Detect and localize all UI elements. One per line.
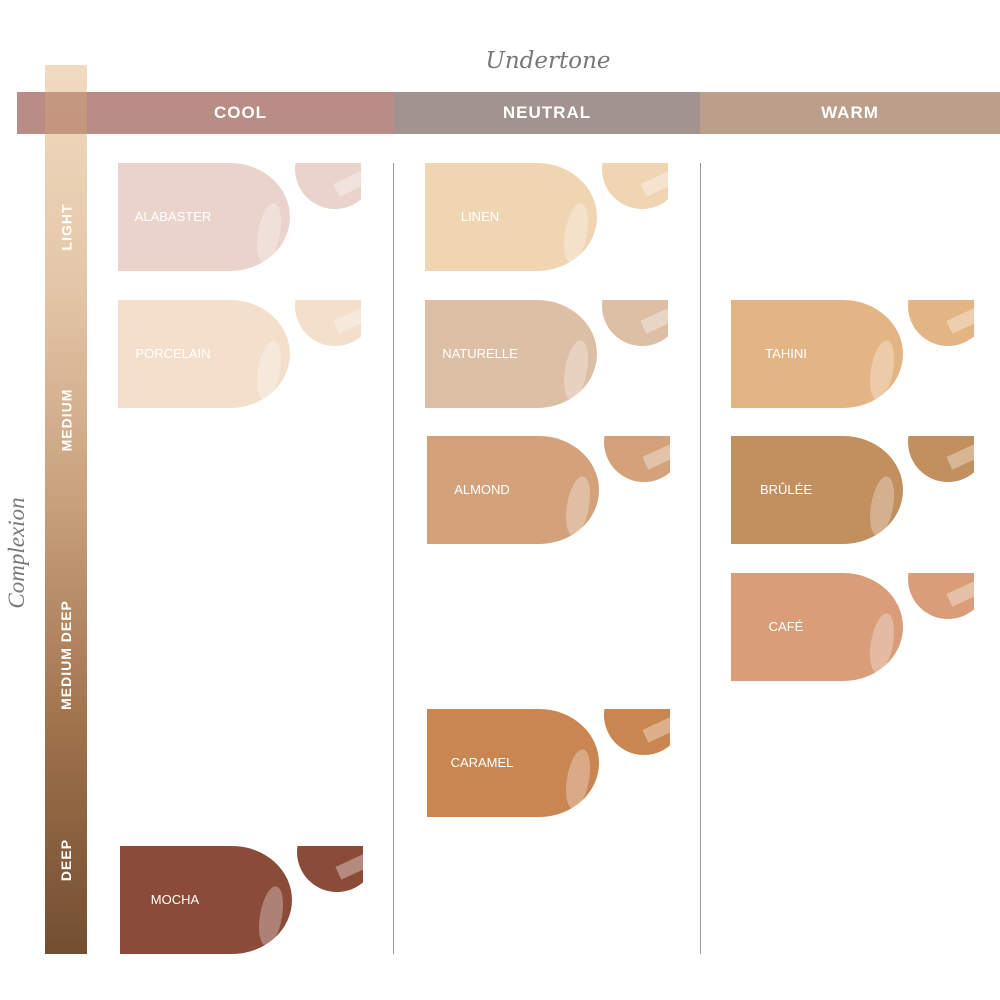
shade-swatch: ALMOND (427, 436, 672, 544)
swatch-smear (731, 573, 903, 681)
shade-swatch: ALABASTER (118, 163, 363, 271)
swatch-highlight (559, 201, 593, 265)
swatch-highlight (559, 338, 593, 402)
column-divider (393, 163, 394, 954)
shade-name: CARAMEL (450, 755, 514, 770)
shade-name: TAHINI (765, 346, 807, 361)
axis-overlap (45, 92, 87, 134)
swatch-smear (427, 436, 599, 544)
shade-name: PORCELAIN (135, 346, 211, 361)
swatch-drop-circle (295, 300, 361, 346)
shade-swatch: CAFÉ (731, 573, 976, 681)
shade-name: ALMOND (454, 482, 510, 497)
swatch-drop-circle (908, 300, 974, 346)
header-label: COOL (213, 103, 268, 122)
swatch-drop-circle (604, 436, 670, 482)
swatch-highlight (252, 338, 286, 402)
shade-name: LINEN (460, 209, 500, 224)
swatch-drop (295, 300, 361, 348)
swatch-smear (120, 846, 292, 954)
swatch-drop (604, 709, 670, 757)
complexion-label-medium: MEDIUM (58, 388, 74, 452)
swatch-highlight (865, 474, 899, 538)
shade-swatch: NATURELLE (425, 300, 670, 408)
swatch-smear (425, 300, 597, 408)
shade-swatch: LINEN (425, 163, 670, 271)
swatch-drop-circle (297, 846, 363, 892)
swatch-highlight (561, 747, 595, 811)
swatch-smear (731, 300, 903, 408)
column-divider (700, 163, 701, 954)
swatch-smear (118, 163, 290, 271)
swatch-smear (118, 300, 290, 408)
complexion-axis-title: Complexion (4, 497, 29, 609)
shade-swatch: MOCHA (120, 846, 365, 954)
swatch-smear (731, 436, 903, 544)
swatch-drop (908, 436, 974, 484)
swatch-drop (604, 436, 670, 484)
swatch-drop (297, 846, 363, 894)
shade-name: CAFÉ (768, 619, 804, 634)
shade-name: BRÛLÉE (759, 482, 813, 497)
complexion-label-light: LIGHT (58, 203, 74, 251)
swatch-smear (425, 163, 597, 271)
shade-name: ALABASTER (134, 209, 212, 224)
shade-name: MOCHA (150, 892, 200, 907)
complexion-label-deep: DEEP (58, 838, 74, 882)
shade-swatch: TAHINI (731, 300, 976, 408)
shade-swatch: BRÛLÉE (731, 436, 976, 544)
swatch-highlight (252, 201, 286, 265)
swatch-drop-circle (908, 573, 974, 619)
swatch-highlight (561, 474, 595, 538)
complexion-label-medium-deep: MEDIUM DEEP (58, 600, 75, 710)
swatch-highlight (865, 611, 899, 675)
header-label: WARM (821, 103, 879, 122)
swatch-drop (908, 573, 974, 621)
undertone-header-warm: WARM (700, 92, 1000, 134)
swatch-drop (908, 300, 974, 348)
undertone-header-neutral: NEUTRAL (394, 92, 700, 134)
shade-swatch: PORCELAIN (118, 300, 363, 408)
undertone-axis-title: Undertone (485, 48, 611, 74)
shade-swatch: CARAMEL (427, 709, 672, 817)
swatch-drop-circle (602, 300, 668, 346)
header-label: NEUTRAL (502, 103, 592, 122)
swatch-smear (427, 709, 599, 817)
complexion-gradient-bar (45, 65, 87, 954)
swatch-drop-circle (908, 436, 974, 482)
swatch-drop (602, 163, 668, 211)
shade-name: NATURELLE (442, 346, 518, 361)
swatch-highlight (865, 338, 899, 402)
swatch-drop (602, 300, 668, 348)
swatch-drop-circle (295, 163, 361, 209)
swatch-drop (295, 163, 361, 211)
swatch-highlight (254, 884, 288, 948)
swatch-drop-circle (602, 163, 668, 209)
swatch-drop-circle (604, 709, 670, 755)
